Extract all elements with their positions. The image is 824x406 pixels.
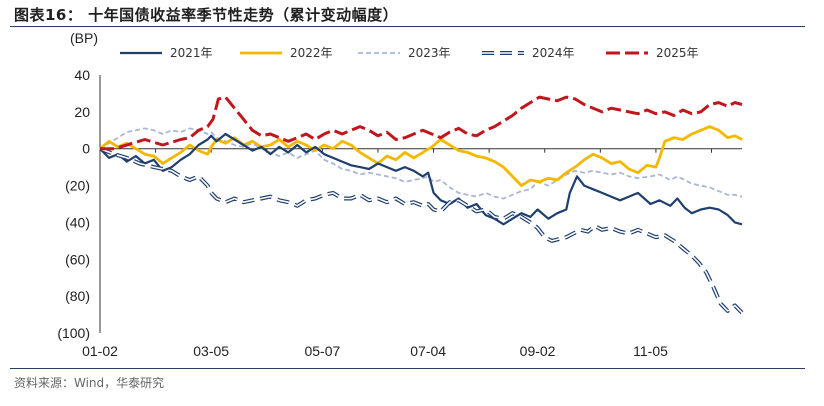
legend-label: 2021年 [170, 46, 213, 60]
y-tick-label: (40) [65, 214, 90, 230]
x-tick-label: 05-07 [304, 343, 340, 359]
y-tick-label: 0 [82, 141, 90, 157]
legend-label: 2024年 [532, 46, 575, 60]
series-line-2025 [100, 95, 743, 151]
y-tick-label: (60) [65, 251, 90, 267]
chart-title: 图表16： 十年国债收益率季节性走势（累计变动幅度） [14, 6, 399, 24]
legend-label: 2025年 [656, 46, 699, 60]
plot-area [99, 95, 744, 315]
series-line-2024 [99, 146, 744, 315]
y-axis: 40 20 0 (20) (40) (60) (80) (100) [57, 67, 101, 341]
series-line-2023 [99, 127, 743, 200]
top-rule [10, 26, 805, 27]
y-tick-label: (20) [65, 178, 90, 194]
series-line-2021 [99, 132, 743, 226]
legend-label: 2023年 [408, 46, 451, 60]
x-tick-label: 01-02 [82, 343, 118, 359]
y-tick-label: (80) [65, 288, 90, 304]
y-tick-label: 40 [74, 67, 90, 83]
series-line-2022 [99, 125, 743, 187]
x-tick-label: 03-05 [193, 343, 229, 359]
x-tick-label: 09-02 [520, 343, 556, 359]
legend-label: 2022年 [290, 46, 333, 60]
bottom-rule [10, 368, 805, 369]
source-note: 资料来源：Wind，华泰研究 [14, 376, 165, 390]
x-tick-label: 07-04 [410, 343, 446, 359]
series-line-2024-inner [99, 147, 743, 314]
y-tick-label: 20 [74, 104, 90, 120]
x-tick-label: 11-05 [633, 343, 668, 359]
legend: 2021年 2022年 2023年 2024年 2025年 [120, 46, 699, 60]
x-axis: 01-02 03-05 05-07 07-04 09-02 11-05 [82, 148, 742, 359]
y-tick-label: (100) [57, 325, 90, 341]
y-axis-label: (BP) [70, 30, 98, 46]
